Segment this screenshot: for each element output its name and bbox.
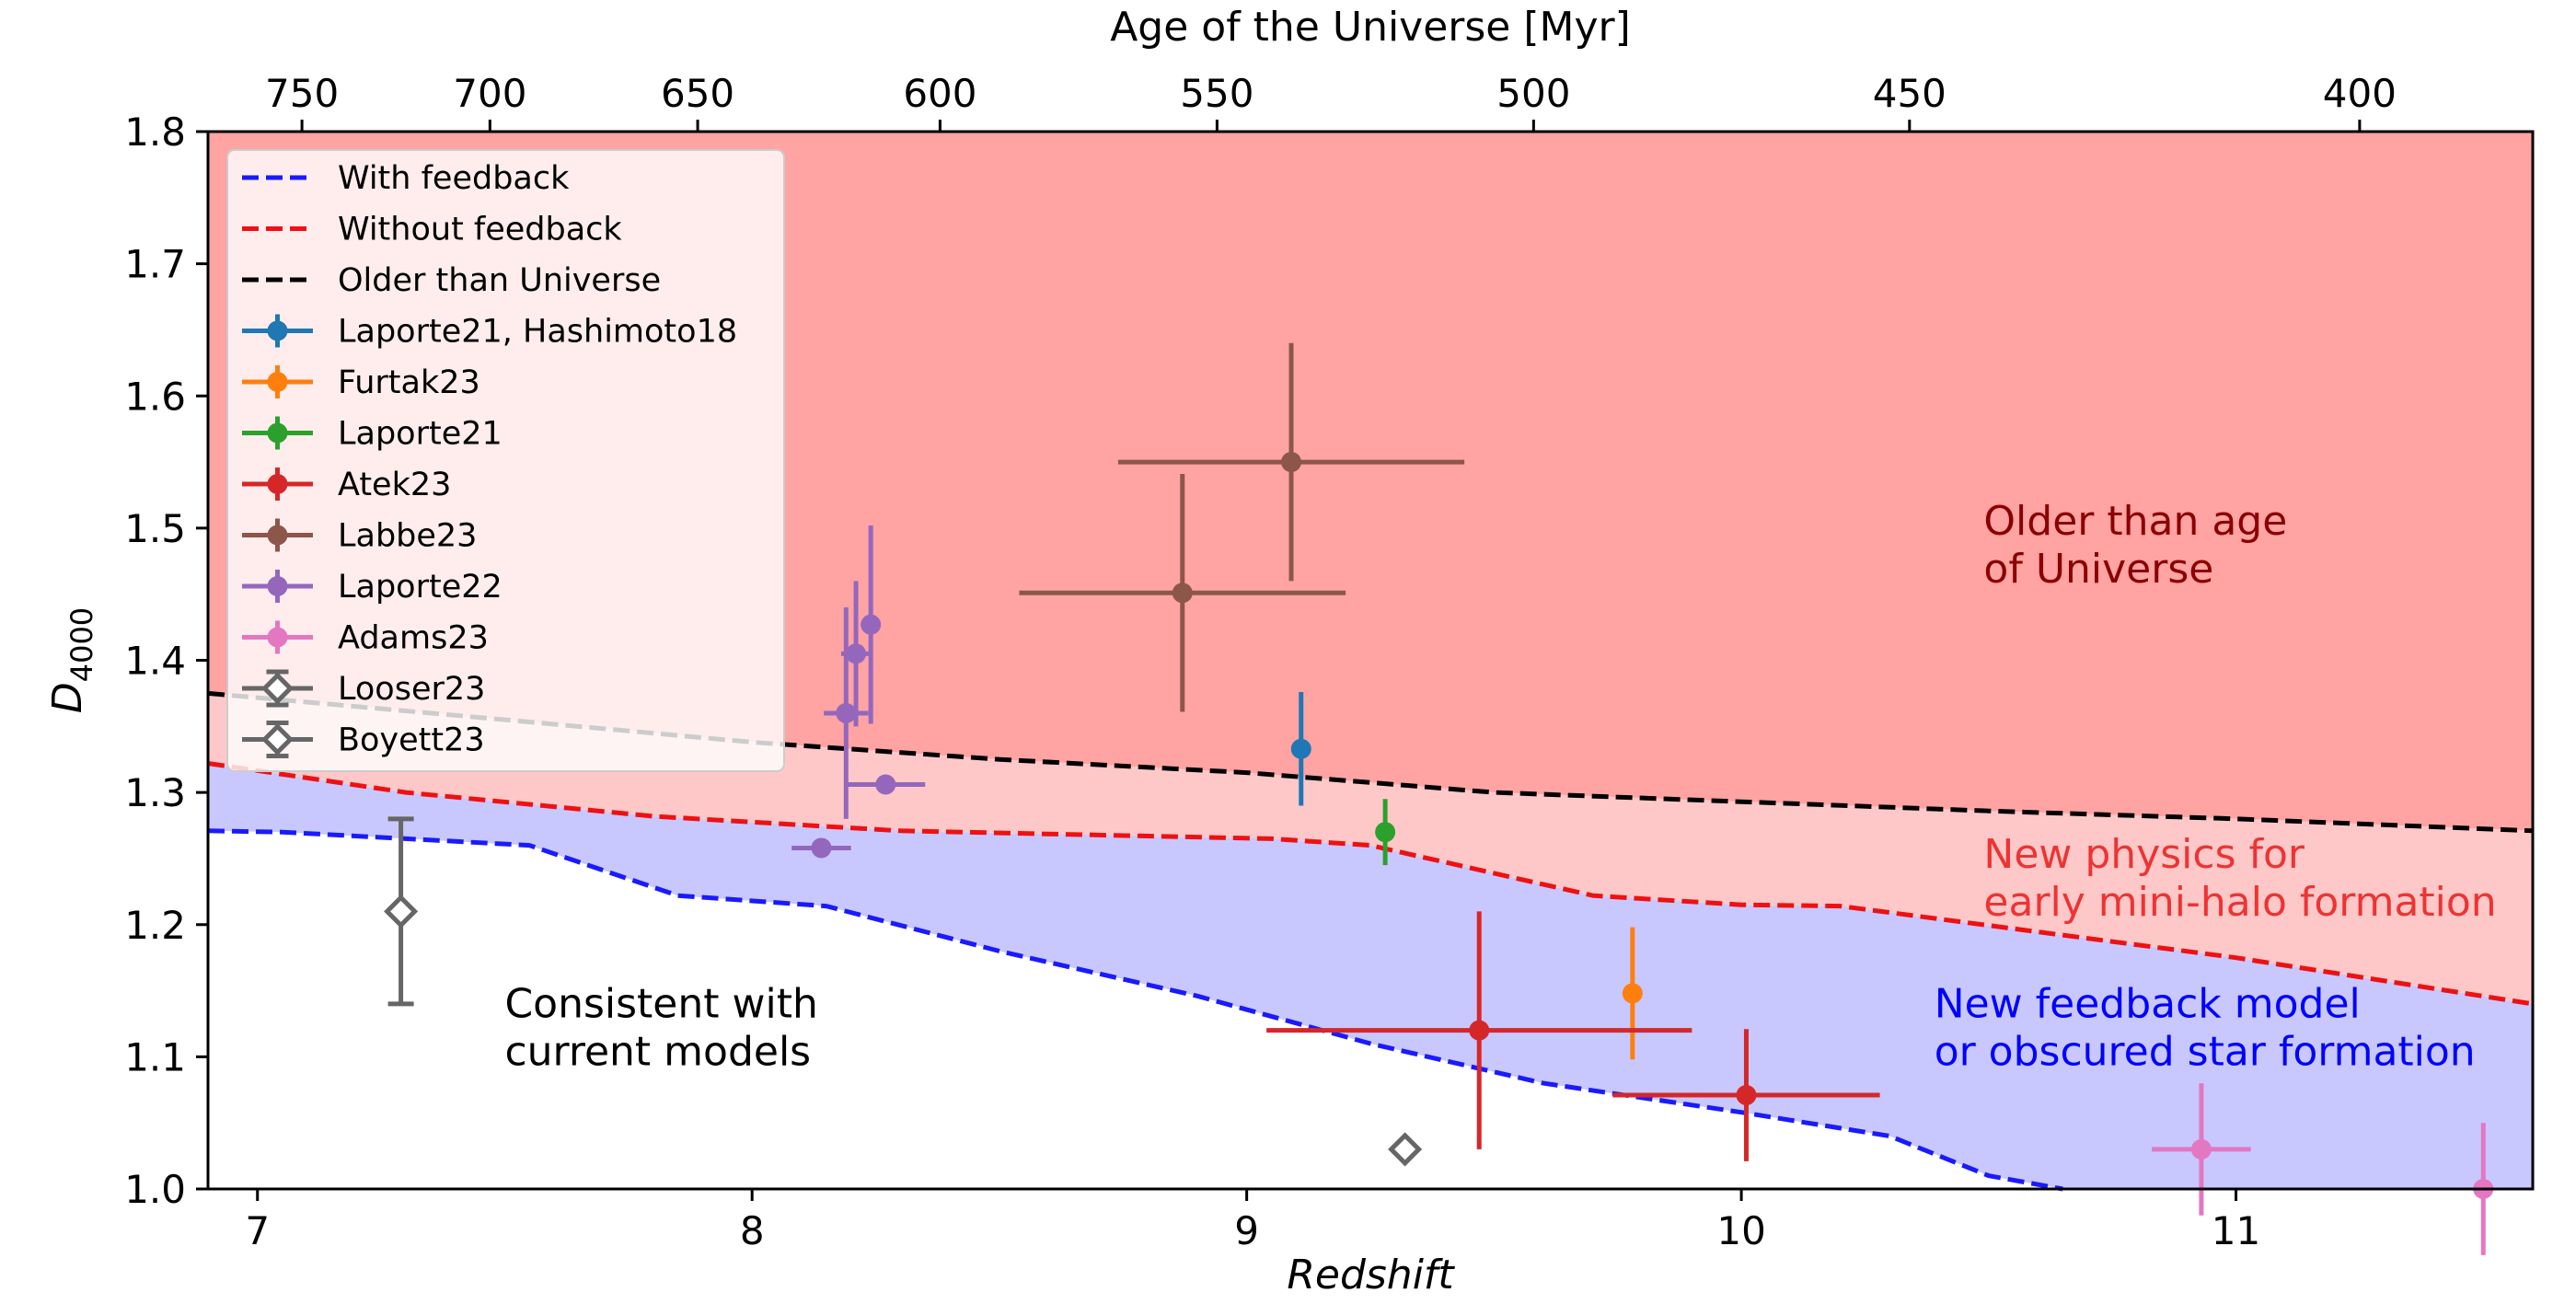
point-5-1 — [846, 643, 867, 664]
y-tick-label-1.6: 1.6 — [124, 374, 186, 419]
legend-marker-6 — [267, 627, 288, 648]
legend-marker-3 — [267, 474, 288, 494]
top-tick-label-600: 600 — [903, 71, 976, 116]
top-tick-label-750: 750 — [265, 71, 339, 116]
legend: With feedback Without feedback Older than … — [226, 149, 785, 772]
region-fill-physics — [208, 693, 2533, 1004]
region-label-consistent-1: current models — [504, 1028, 811, 1075]
top-tick-label-500: 500 — [1496, 71, 1570, 116]
top-tick-label-650: 650 — [661, 71, 734, 116]
legend-label-line-0: With feedback — [338, 160, 570, 197]
region-fills — [208, 132, 2533, 1189]
y-axis-title-subscript: 4000 — [64, 607, 99, 682]
x-tick-label-10: 10 — [1716, 1208, 1765, 1253]
region-label-older-0: Older than age — [1983, 498, 2287, 545]
point-4-0 — [1281, 452, 1302, 473]
point-2-0 — [1375, 822, 1396, 843]
legend-label-series-0: Laporte21, Hashimoto18 — [338, 314, 737, 351]
point-3-1 — [1736, 1085, 1757, 1106]
region-label-feedback-0: New feedback model — [1935, 980, 2361, 1027]
legend-marker-5 — [267, 576, 288, 596]
legend-marker-8 — [260, 722, 295, 756]
region-fill-older — [208, 132, 2533, 831]
y-tick-label-1.3: 1.3 — [124, 770, 186, 815]
axes: 7 8 9 10 11 1.0 1.1 1.2 1.3 1.4 1.5 1.6 1.7 1.8 750 700… — [44, 4, 2535, 1298]
legend-label-series-1: Furtak23 — [338, 364, 480, 401]
top-axis-title: Age of the Universe [Myr] — [1110, 4, 1631, 51]
model-line-0 — [207, 828, 2063, 1192]
region-label-older-1: of Universe — [1983, 546, 2213, 593]
y-axis-title: D4000 — [44, 607, 99, 713]
legend-label-series-2: Laporte21 — [338, 416, 502, 453]
point-5-2 — [836, 702, 857, 723]
point-4-1 — [1172, 583, 1193, 604]
y-tick-label-1.5: 1.5 — [124, 506, 186, 551]
point-5-3 — [875, 774, 896, 795]
point-5-4 — [811, 837, 832, 859]
x-axis-title: Redshift — [1287, 1252, 1455, 1298]
legend-marker-0 — [267, 320, 288, 341]
y-tick-label-1.4: 1.4 — [124, 639, 186, 684]
point-0-0 — [1290, 738, 1311, 759]
point-6-0 — [2190, 1138, 2212, 1160]
legend-label-series-3: Atek23 — [338, 467, 451, 503]
point-3-0 — [1469, 1020, 1490, 1041]
legend-label-series-4: Labbe23 — [338, 518, 477, 555]
legend-marker-2 — [267, 422, 288, 444]
region-fill-feedback — [208, 763, 2533, 1189]
top-tick-label-550: 550 — [1180, 71, 1253, 116]
legend-marker-1 — [267, 372, 288, 392]
legend-marker-7 — [260, 672, 295, 705]
region-label-physics-1: early mini-halo formation — [1983, 879, 2496, 926]
point-8-0 — [1388, 1132, 1423, 1167]
y-axis-title-base: D — [44, 682, 91, 713]
y-tick-label-1.7: 1.7 — [124, 242, 186, 287]
top-tick-label-400: 400 — [2323, 71, 2397, 116]
model-line-1 — [207, 761, 2534, 1007]
y-tick-label-1.8: 1.8 — [124, 110, 186, 155]
top-tick-label-700: 700 — [453, 71, 526, 116]
x-tick-label-11: 11 — [2212, 1208, 2260, 1253]
y-tick-label-1.2: 1.2 — [124, 903, 186, 948]
y-tick-label-1: 1.0 — [124, 1167, 186, 1212]
legend-label-series-6: Adams23 — [338, 620, 489, 657]
legend-label-series-8: Boyett23 — [338, 722, 485, 759]
legend-label-series-5: Laporte22 — [338, 569, 502, 606]
y-tick-label-1.1: 1.1 — [124, 1034, 186, 1079]
legend-box — [226, 149, 785, 772]
region-label-consistent-0: Consistent with — [504, 980, 817, 1027]
legend-marker-4 — [267, 525, 288, 546]
point-1-0 — [1622, 983, 1643, 1004]
region-label-feedback-1: or obscured star formation — [1935, 1028, 2476, 1075]
point-7-0 — [384, 894, 419, 929]
top-tick-label-450: 450 — [1873, 71, 1946, 116]
point-5-0 — [861, 614, 882, 635]
x-tick-label-7: 7 — [245, 1208, 270, 1253]
x-tick-label-9: 9 — [1234, 1208, 1259, 1253]
legend-label-series-7: Looser23 — [338, 671, 485, 708]
x-tick-label-8: 8 — [740, 1208, 765, 1253]
legend-label-line-1: Without feedback — [338, 212, 622, 248]
region-label-physics-0: New physics for — [1983, 831, 2305, 878]
legend-label-line-2: Older than Universe — [338, 262, 661, 299]
